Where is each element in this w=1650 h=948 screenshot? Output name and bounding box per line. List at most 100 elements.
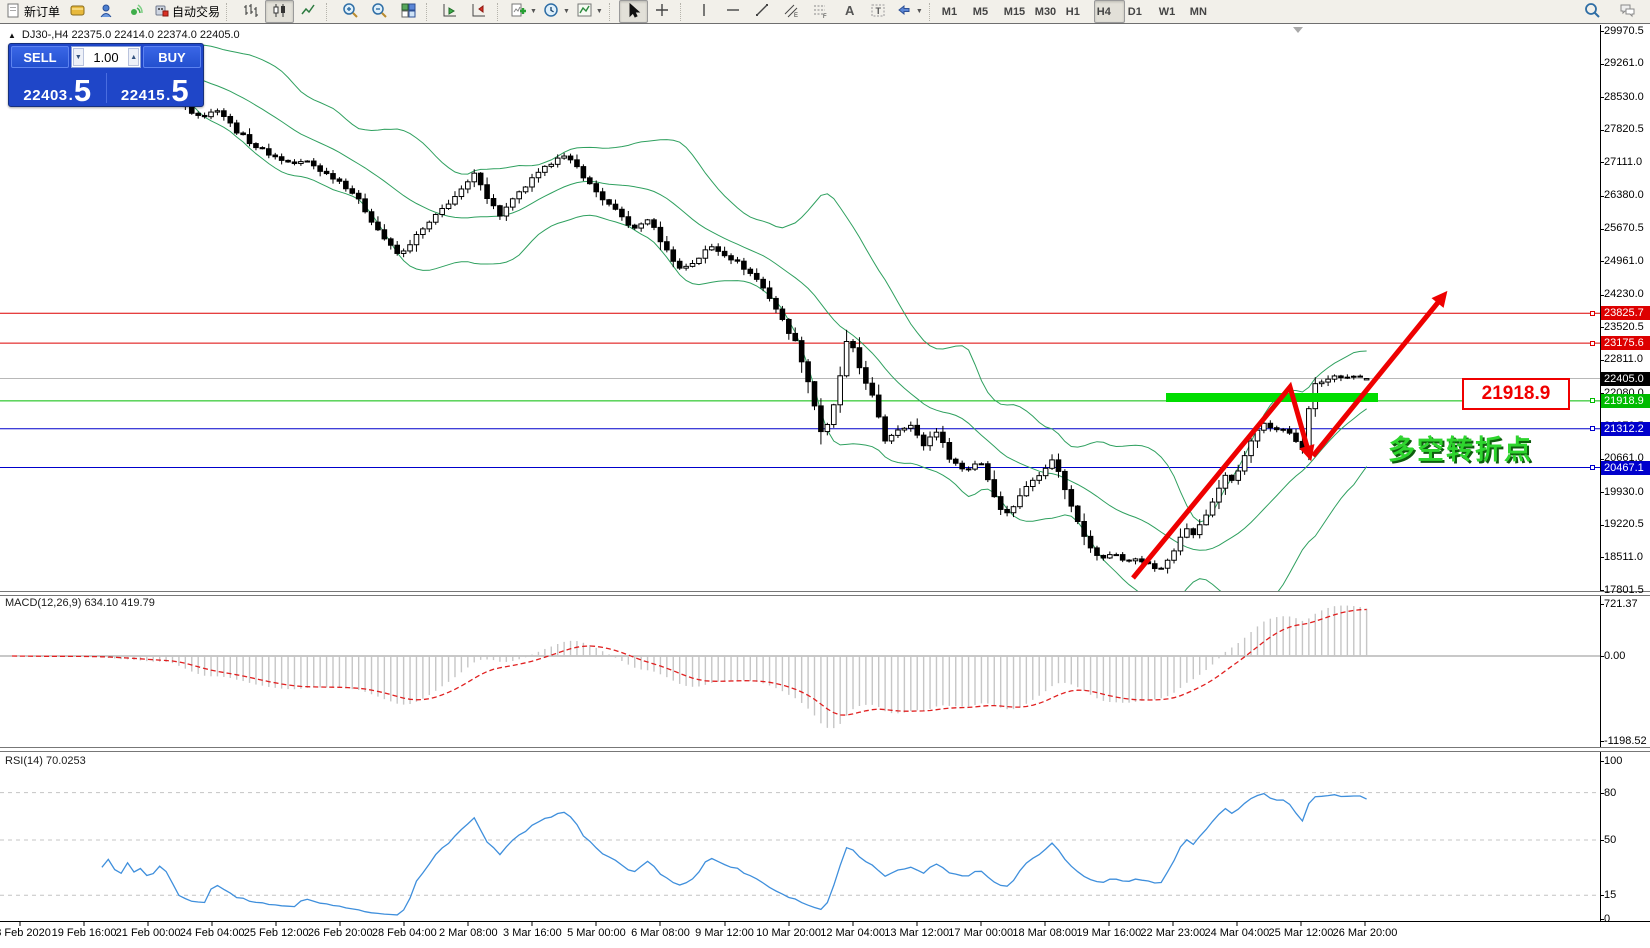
time-tick-label: 21 Feb 00:00 xyxy=(115,927,181,939)
price-tick-mark xyxy=(1600,327,1604,329)
dropdown-arrow-icon: ▼ xyxy=(595,8,603,15)
time-tick-mark xyxy=(980,921,982,926)
volume-decrease-button[interactable]: ▼ xyxy=(73,48,84,66)
timeframe-m30[interactable]: M30 xyxy=(1032,0,1063,23)
profile-button[interactable] xyxy=(92,0,121,23)
pane-separator[interactable] xyxy=(0,591,1650,596)
fibonacci-tool-button[interactable]: F xyxy=(806,0,835,23)
timeframe-m5[interactable]: M5 xyxy=(970,0,1001,23)
buy-price[interactable]: 22415 . 5 xyxy=(107,70,204,106)
text-tool-button[interactable]: A xyxy=(835,0,864,23)
price-tick-mark xyxy=(1600,97,1604,99)
sell-price[interactable]: 22403 . 5 xyxy=(9,70,106,106)
periods-button[interactable]: ▼ xyxy=(540,0,573,23)
hline-end-marker[interactable] xyxy=(1590,426,1595,432)
label-tool-button[interactable]: T xyxy=(864,0,893,23)
vline-tool-button[interactable] xyxy=(690,0,719,23)
main-chart-pane[interactable] xyxy=(0,25,1600,591)
rsi-tick-mark xyxy=(1600,840,1604,841)
timeframe-m15[interactable]: M15 xyxy=(1001,0,1032,23)
timeframe-m1[interactable]: M1 xyxy=(939,0,970,23)
zoom-in-button[interactable] xyxy=(336,0,365,23)
rsi-axis-label: 50 xyxy=(1604,834,1617,846)
arrows-tool-button[interactable]: ▼ xyxy=(893,0,926,23)
rsi-axis-label: 100 xyxy=(1604,755,1623,767)
zoomout-icon xyxy=(371,2,388,22)
new-order-button[interactable]: 新订单 xyxy=(2,0,63,23)
auto-scroll-button[interactable] xyxy=(436,0,465,23)
hline-end-marker[interactable] xyxy=(1590,398,1595,404)
time-tick-mark xyxy=(339,921,341,926)
channel-tool-button[interactable]: E xyxy=(777,0,806,23)
price-axis-border xyxy=(1600,25,1601,921)
crosshair-button[interactable] xyxy=(648,0,677,23)
price-tick-label: 26380.0 xyxy=(1604,189,1644,202)
time-tick-mark xyxy=(403,921,405,926)
price-tick-mark xyxy=(1600,261,1604,263)
tile-windows-button[interactable] xyxy=(394,0,423,23)
sell-button[interactable]: SELL xyxy=(11,46,69,68)
auto-trading-button[interactable]: 自动交易 xyxy=(150,0,223,23)
chart-shift-button[interactable] xyxy=(465,0,494,23)
fibo-icon: F xyxy=(812,2,829,22)
buy-button[interactable]: BUY xyxy=(143,46,201,68)
indicators-button[interactable]: ▼ xyxy=(507,0,540,23)
time-tick-mark xyxy=(1172,921,1174,926)
cursor-button[interactable] xyxy=(618,0,648,23)
price-tick-label: 27111.0 xyxy=(1604,155,1643,168)
crosshair-icon xyxy=(654,2,671,22)
trendline-tool-button[interactable] xyxy=(748,0,777,23)
toolbar-search-button[interactable] xyxy=(1578,0,1607,23)
line-chart-mode-button[interactable] xyxy=(294,0,323,23)
templates-button[interactable]: ▼ xyxy=(573,0,606,23)
hline-tool-button[interactable] xyxy=(719,0,748,23)
price-tick-mark xyxy=(1600,524,1604,526)
chart-shift-marker-icon[interactable] xyxy=(1293,27,1303,33)
price-tick-label: 29261.0 xyxy=(1604,57,1644,70)
new-order-button-label: 新订单 xyxy=(24,5,61,19)
price-tick-mark xyxy=(1600,31,1604,32)
time-tick-label: 18 Mar 08:00 xyxy=(1012,927,1078,939)
candle-chart-mode-button[interactable] xyxy=(265,0,295,23)
buy-price-frac: 5 xyxy=(171,73,189,107)
volume-increase-button[interactable]: ▲ xyxy=(128,48,140,66)
time-tick-mark xyxy=(1108,921,1110,926)
volume-input[interactable] xyxy=(84,47,128,67)
macd-label: MACD(12,26,9) 634.10 419.79 xyxy=(5,597,155,609)
hline-end-marker[interactable] xyxy=(1590,340,1595,346)
signal-button[interactable] xyxy=(121,0,150,23)
rsi-indicator-pane[interactable] xyxy=(0,751,1600,921)
cursor-icon xyxy=(625,2,642,22)
newdoc-icon xyxy=(5,2,22,22)
time-tick-label: 26 Feb 20:00 xyxy=(307,927,373,939)
bar-chart-mode-button[interactable] xyxy=(236,0,265,23)
toolbar-chat-button[interactable] xyxy=(1613,0,1642,23)
timeframe-h4[interactable]: H4 xyxy=(1093,0,1125,23)
turning-point-annotation[interactable]: 多空转折点 xyxy=(1388,435,1533,465)
timeframe-h1[interactable]: H1 xyxy=(1063,0,1094,23)
hline-end-marker[interactable] xyxy=(1590,465,1595,471)
market-watch-button[interactable] xyxy=(63,0,92,23)
sell-price-dot: . xyxy=(68,87,73,104)
timeframe-mn[interactable]: MN xyxy=(1187,0,1218,23)
price-line-label: 21918.9 xyxy=(1601,393,1650,408)
pane-separator[interactable] xyxy=(0,747,1650,752)
timeframe-d1[interactable]: D1 xyxy=(1125,0,1156,23)
robot-icon xyxy=(153,2,170,22)
hline-end-marker[interactable] xyxy=(1590,310,1595,316)
sell-price-main: 22403 xyxy=(23,87,68,104)
price-tick-label: 28530.0 xyxy=(1604,90,1644,103)
hline-icon xyxy=(725,2,742,22)
vline-icon xyxy=(696,2,713,22)
time-tick-label: 28 Feb 04:00 xyxy=(371,927,437,939)
timeframe-m30-label: M30 xyxy=(1034,5,1057,18)
timeframe-w1-label: W1 xyxy=(1158,5,1176,18)
macd-indicator-pane[interactable] xyxy=(0,595,1600,747)
time-tick-mark xyxy=(788,921,790,926)
zoom-out-button[interactable] xyxy=(365,0,394,23)
timeframe-w1[interactable]: W1 xyxy=(1156,0,1187,23)
time-tick-label: 10 Mar 20:00 xyxy=(756,927,821,939)
price-line-label: 23825.7 xyxy=(1601,306,1650,321)
price-tick-mark xyxy=(1600,63,1604,65)
price-callout-box[interactable]: 21918.9 xyxy=(1462,378,1570,410)
